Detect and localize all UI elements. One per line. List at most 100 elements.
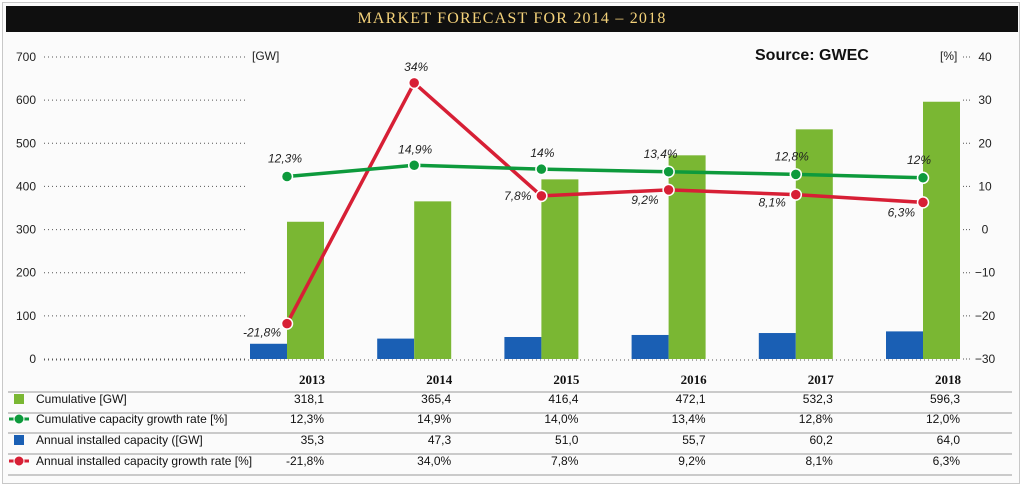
left-axis-tick: 200	[16, 266, 36, 280]
cumulative-growth-point	[789, 168, 803, 181]
table-cell: 51,0	[555, 433, 579, 447]
table-cell: 596,3	[930, 392, 960, 406]
table-cell: 12,3%	[290, 412, 324, 426]
cumulative-growth-point	[407, 159, 421, 172]
annual-growth-point	[535, 189, 548, 203]
table-cell: 14,9%	[417, 412, 451, 426]
cumulative-growth-label: 12,3%	[268, 152, 302, 166]
table-row-label: Cumulative [GW]	[36, 392, 127, 406]
left-axis-tick: 500	[16, 136, 36, 150]
cumulative-bar	[541, 179, 579, 359]
annual-growth-point	[789, 188, 803, 201]
table-cell: 13,4%	[672, 412, 706, 426]
annual-capacity-bar	[250, 343, 287, 359]
cumulative-growth-label: 14%	[530, 146, 554, 160]
table-cell: 9,2%	[678, 454, 706, 468]
cumulative-growth-label: 12%	[907, 153, 931, 167]
right-axis-tick: 20	[978, 136, 992, 150]
table-cell: 7,8%	[551, 454, 579, 468]
annual-capacity-bar	[758, 333, 796, 359]
annual-growth-line	[285, 81, 924, 325]
legend-swatch	[14, 394, 24, 404]
annual-capacity-bar	[504, 336, 542, 359]
cumulative-growth-line	[286, 163, 924, 180]
left-axis-tick: 300	[16, 223, 36, 237]
table-cell: 12,8%	[799, 412, 833, 426]
cumulative-growth-label: 14,9%	[398, 142, 432, 156]
plot-area: 7006005004003002001000403020100−10−20−30…	[16, 50, 996, 366]
table-cell: 318,1	[294, 392, 324, 406]
right-axis-tick: 10	[978, 179, 992, 193]
left-axis-tick: 100	[16, 309, 36, 323]
table-cell: 34,0%	[417, 454, 451, 468]
annual-capacity-bar	[631, 334, 669, 359]
right-axis-tick: −10	[975, 266, 996, 280]
year-label: 2017	[808, 372, 835, 387]
right-axis-unit: [%]	[940, 49, 957, 63]
table-cell: 47,3	[428, 433, 452, 447]
right-axis-tick: −20	[975, 309, 996, 323]
left-axis-tick: 700	[16, 50, 36, 64]
table-cell: 12,0%	[926, 412, 960, 426]
table-cell: 60,2	[809, 433, 833, 447]
table-cell: 532,3	[803, 392, 833, 406]
cumulative-bar	[414, 201, 452, 359]
year-label: 2014	[426, 372, 453, 387]
table-row-label: Annual installed capacity growth rate [%…	[36, 454, 252, 468]
annual-capacity-bar	[377, 338, 415, 359]
table-row-label: Cumulative capacity growth rate [%]	[36, 412, 227, 426]
cumulative-bar	[668, 155, 706, 359]
table-cell: 55,7	[682, 433, 706, 447]
data-table: 2013 2014 2015 2016 2017 2018 Cumulative [GW] 3…	[8, 372, 1012, 476]
annual-growth-point	[407, 76, 421, 90]
legend-marker	[13, 413, 25, 425]
left-axis-tick: 400	[16, 179, 36, 193]
left-axis-tick: 600	[16, 93, 36, 107]
table-cell: 416,4	[548, 392, 578, 406]
cumulative-growth-label: 13,4%	[644, 147, 678, 161]
year-label: 2013	[299, 372, 326, 387]
cumulative-growth-point	[916, 171, 930, 185]
right-axis-tick: 0	[982, 223, 989, 237]
annual-growth-label: 8,1%	[758, 196, 786, 210]
left-axis-unit: [GW]	[252, 49, 279, 63]
year-label: 2015	[553, 372, 580, 387]
table-cell: -21,8%	[286, 454, 324, 468]
legend-swatch	[14, 435, 24, 445]
table-cell: 6,3%	[933, 454, 961, 468]
cumulative-growth-point	[535, 162, 548, 176]
annual-growth-label: -21,8%	[243, 326, 281, 340]
right-axis-tick: 30	[978, 93, 992, 107]
cumulative-growth-label: 12,8%	[775, 149, 809, 163]
cumulative-bar	[795, 129, 833, 359]
table-cell: 64,0	[937, 433, 961, 447]
annual-growth-label: 34%	[404, 60, 428, 74]
annual-capacity-bar	[886, 331, 923, 359]
annual-growth-label: 6,3%	[888, 205, 916, 219]
annual-growth-label: 9,2%	[631, 193, 659, 207]
cumulative-growth-point	[662, 165, 675, 179]
table-cell: 8,1%	[805, 454, 833, 468]
legend-marker	[13, 455, 25, 467]
annual-growth-label: 7,8%	[504, 189, 532, 203]
table-cell: 472,1	[676, 392, 706, 406]
table-row-label: Annual installed capacity ([GW]	[36, 433, 203, 447]
cumulative-bar	[923, 101, 960, 360]
chart-title: MARKET FORECAST FOR 2014 – 2018	[357, 10, 667, 27]
year-label: 2018	[935, 372, 962, 387]
cumulative-growth-point	[280, 170, 294, 183]
year-label: 2016	[681, 372, 708, 387]
table-cell: 14,0%	[544, 412, 578, 426]
title-bar: MARKET FORECAST FOR 2014 – 2018	[6, 6, 1018, 32]
annual-growth-point	[916, 196, 930, 209]
annual-growth-point	[662, 183, 675, 197]
right-axis-tick: 40	[978, 50, 992, 64]
table-cell: 35,3	[301, 433, 325, 447]
source-label: Source: GWEC	[755, 47, 869, 64]
annual-growth-point	[280, 317, 294, 330]
left-axis-tick: 0	[29, 352, 36, 366]
right-axis-tick: −30	[975, 352, 996, 366]
table-cell: 365,4	[421, 392, 451, 406]
